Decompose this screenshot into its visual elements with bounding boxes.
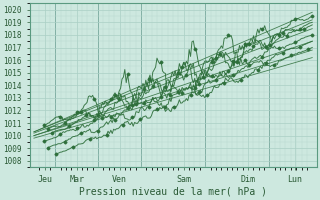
X-axis label: Pression niveau de la mer( hPa ): Pression niveau de la mer( hPa ) — [79, 187, 267, 197]
